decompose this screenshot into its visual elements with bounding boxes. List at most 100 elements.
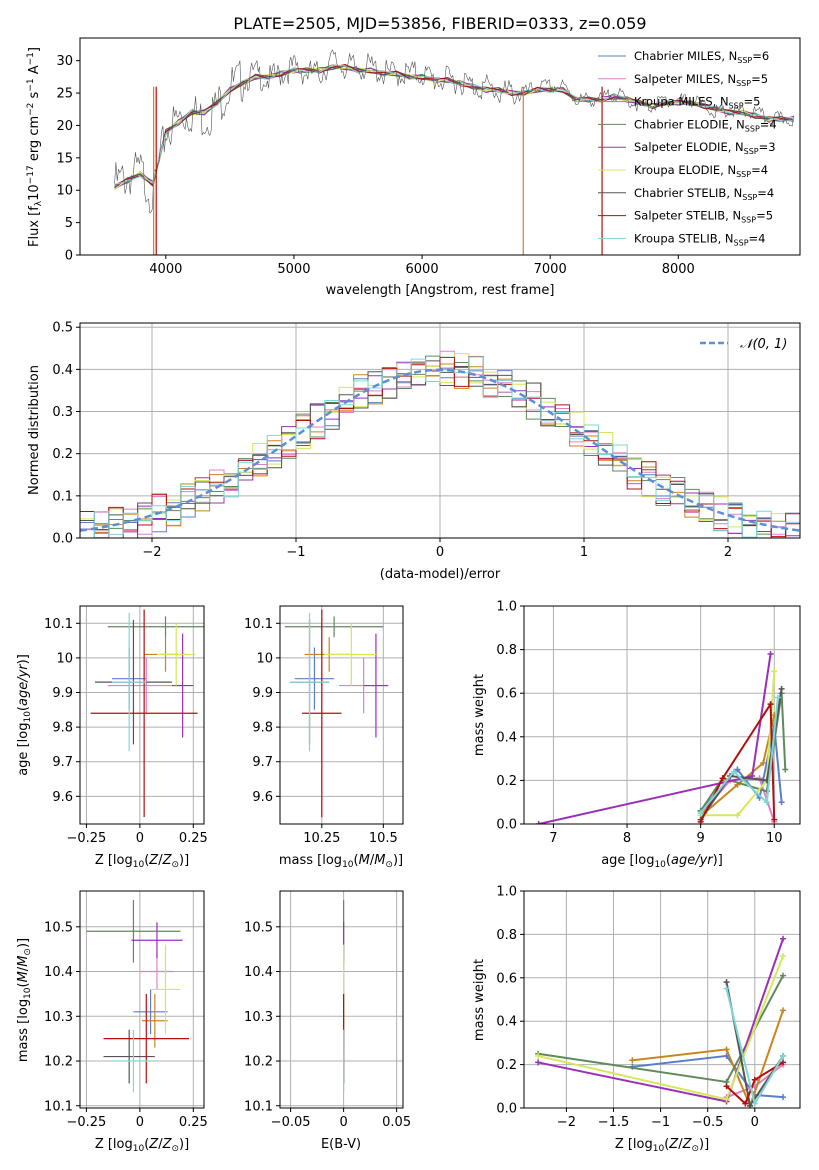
weight-vs-Z-point-marker bbox=[535, 1052, 542, 1059]
weight-vs-Z-point-marker bbox=[780, 972, 787, 979]
age-vs-mass-xtick-label: 10.5 bbox=[369, 831, 398, 846]
age-vs-mass-ytick-label: 10.1 bbox=[244, 617, 273, 632]
spectrum-axes-frame bbox=[79, 37, 801, 256]
mass-vs-EBV-xtick-label: 0.05 bbox=[382, 1115, 411, 1130]
weight-vs-Z-point-marker bbox=[780, 1059, 787, 1066]
residual-panel: −2 −1 0 1 2 0.0 0.1 0.2 0.3 0.4 0.5 𝒩(0, 1) (data-… bbox=[27, 321, 801, 582]
weight-vs-Z-xtick-label: −0.5 bbox=[692, 1115, 724, 1130]
weight-vs-Z-ytick-label: 0.4 bbox=[496, 1015, 517, 1030]
residuals-ytick-label: 0.0 bbox=[52, 532, 73, 547]
weight-vs-age-ytick-label: 1.0 bbox=[496, 600, 517, 615]
weight-vs-age-point-marker bbox=[697, 810, 704, 817]
weight-vs-Z-point-marker bbox=[723, 1046, 730, 1053]
age-vs-Z-axes-frame bbox=[79, 605, 205, 825]
weight-vs-Z-point-marker bbox=[723, 1083, 730, 1090]
age-vs-Z-ytick-label: 9.8 bbox=[52, 721, 73, 736]
weight-vs-Z-point-marker bbox=[780, 1007, 787, 1014]
weight-vs-age-ytick-label: 0.8 bbox=[496, 643, 517, 658]
legend-label-text: Kroupa ELODIE, N bbox=[634, 163, 736, 177]
residual-legend: 𝒩(0, 1) bbox=[700, 337, 787, 352]
legend-label-subscript: SSP bbox=[736, 170, 751, 179]
weight-vs-age-point-marker bbox=[730, 768, 737, 775]
spectrum-xtick-label: 5000 bbox=[277, 262, 310, 277]
legend-label-subscript: SSP bbox=[745, 124, 760, 133]
age-vs-mass-ytick-label: 9.7 bbox=[252, 755, 273, 770]
legend-label-subscript: SSP bbox=[744, 147, 759, 156]
weight-vs-Z-series-line bbox=[725, 1061, 784, 1106]
spectrum-model-line bbox=[114, 65, 794, 189]
mass-vs-EBV-ytick-label: 10.1 bbox=[244, 1099, 273, 1114]
legend-label-value: =3 bbox=[759, 140, 776, 154]
mass-vs-EBV-xtick-label: −0.05 bbox=[271, 1115, 311, 1130]
mass-vs-EBV-xlabel: E(B-V) bbox=[321, 1137, 361, 1152]
legend-label-text: Chabrier ELODIE, N bbox=[634, 117, 745, 131]
residuals-xtick-label: 2 bbox=[724, 545, 732, 560]
legend-label: Chabrier ELODIE, NSSP=4 bbox=[634, 117, 777, 133]
weight-vs-age-point-marker bbox=[778, 799, 785, 806]
spectrum-xtick-label: 8000 bbox=[662, 262, 695, 277]
residuals-xtick-label: −1 bbox=[286, 545, 305, 560]
weight-vs-Z-panel: −2 −1.5 −1 −0.5 0 0.0 0.2 0.4 0.6 0.8 1.0 Z [log10… bbox=[472, 885, 801, 1154]
weight-vs-age-xlabel: age [log10(age/yr)] bbox=[601, 853, 723, 870]
weight-vs-Z-point-marker bbox=[751, 1100, 758, 1107]
weight-vs-Z-point-marker bbox=[742, 1100, 749, 1107]
legend-label-text: Kroupa STELIB, N bbox=[634, 231, 734, 245]
legend-label: Kroupa MILES, NSSP=5 bbox=[634, 95, 760, 111]
spectrum-model-line bbox=[114, 64, 794, 185]
weight-vs-Z-xtick-label: −2 bbox=[557, 1115, 576, 1130]
age-vs-Z-ytick-label: 10 bbox=[56, 651, 73, 666]
weight-vs-Z-point-marker bbox=[780, 935, 787, 942]
legend-label-value: =4 bbox=[760, 117, 777, 131]
weight-vs-age-ytick-label: 0.0 bbox=[496, 818, 517, 833]
weight-vs-age-panel: 7 8 9 10 0.0 0.2 0.4 0.6 0.8 1.0 age [log10(age/y… bbox=[472, 600, 801, 870]
residuals-ytick-label: 0.1 bbox=[52, 489, 73, 504]
legend-label-subscript: SSP bbox=[742, 193, 757, 202]
age-vs-mass-xlabel: mass [log10(M/M⊙)] bbox=[279, 853, 403, 870]
age-vs-Z-ytick-label: 10.1 bbox=[44, 617, 73, 632]
legend-label-value: =5 bbox=[756, 209, 773, 223]
weight-vs-age-xtick-label: 7 bbox=[549, 831, 557, 846]
weight-vs-Z-series-line bbox=[632, 1010, 784, 1108]
weight-vs-Z-point-marker bbox=[780, 953, 787, 960]
weight-vs-age-point-marker bbox=[763, 799, 770, 806]
normal-curve bbox=[80, 368, 800, 532]
age-vs-Z-panel: −0.25 0 0.25 9.6 9.7 9.8 9.9 10 10.1 Z [log10(Z/… bbox=[16, 605, 208, 870]
spectrum-xtick-label: 6000 bbox=[406, 262, 439, 277]
legend-label-value: =5 bbox=[751, 72, 768, 86]
spectrum-ytick-label: 5 bbox=[65, 216, 73, 231]
weight-vs-Z-xlabel: Z [log10(Z/Z⊙)] bbox=[615, 1137, 709, 1154]
legend-label-value: =5 bbox=[744, 95, 761, 109]
legend-label-text: Salpeter ELODIE, N bbox=[634, 140, 744, 154]
age-vs-mass-xtick-label: 10.25 bbox=[303, 831, 340, 846]
weight-vs-Z-ytick-label: 1.0 bbox=[496, 885, 517, 900]
age-vs-Z-ytick-label: 9.9 bbox=[52, 686, 73, 701]
legend-label: Salpeter STELIB, NSSP=5 bbox=[634, 209, 773, 225]
weight-vs-Z-xtick-label: −1.5 bbox=[598, 1115, 630, 1130]
weight-vs-age-ytick-label: 0.4 bbox=[496, 730, 517, 745]
weight-vs-age-xtick-label: 8 bbox=[623, 831, 631, 846]
weight-vs-age-point-marker bbox=[774, 694, 781, 701]
legend-label: Chabrier MILES, NSSP=6 bbox=[634, 49, 769, 65]
mass-vs-Z-axes-frame bbox=[79, 890, 205, 1109]
weight-vs-Z-point-marker bbox=[751, 1076, 758, 1083]
weight-vs-Z-xtick-label: −1 bbox=[651, 1115, 670, 1130]
weight-vs-age-point-marker bbox=[734, 812, 741, 819]
weight-vs-age-point-marker bbox=[778, 685, 785, 692]
residual-histogram-step bbox=[80, 356, 800, 538]
legend-label: Salpeter ELODIE, NSSP=3 bbox=[634, 140, 776, 156]
weight-vs-age-point-marker bbox=[535, 821, 542, 824]
age-vs-mass-ytick-label: 9.9 bbox=[252, 686, 273, 701]
figure-title: PLATE=2505, MJD=53856, FIBERID=0333, z=0… bbox=[233, 14, 646, 33]
legend-label-subscript: SSP bbox=[737, 56, 752, 65]
spectrum-data-line bbox=[114, 49, 794, 214]
mass-vs-Z-xtick-label: −0.25 bbox=[66, 1115, 106, 1130]
mass-vs-Z-ytick-label: 10.2 bbox=[44, 1055, 73, 1070]
weight-vs-Z-point-marker bbox=[723, 979, 730, 986]
weight-vs-Z-point-marker bbox=[723, 985, 730, 992]
legend-label: Salpeter MILES, NSSP=5 bbox=[634, 72, 768, 88]
legend-label-value: =4 bbox=[751, 163, 768, 177]
residuals-ytick-label: 0.3 bbox=[52, 405, 73, 420]
mass-vs-Z-xlabel: Z [log10(Z/Z⊙)] bbox=[95, 1137, 189, 1154]
spectrum-panel: 4000 5000 6000 7000 8000 0 5 10 15 20 25 30 Chabrie… bbox=[26, 37, 801, 298]
legend-label-text: Salpeter STELIB, N bbox=[634, 209, 741, 223]
